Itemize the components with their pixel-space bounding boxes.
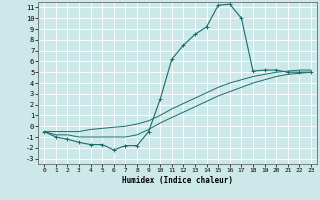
X-axis label: Humidex (Indice chaleur): Humidex (Indice chaleur) (122, 176, 233, 185)
